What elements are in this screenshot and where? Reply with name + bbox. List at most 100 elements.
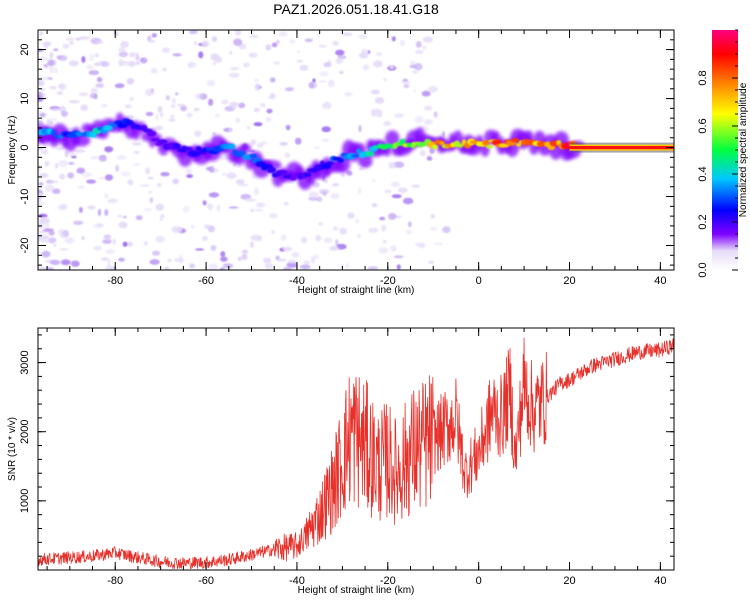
spectrogram-noise-blob <box>383 120 392 127</box>
spectrogram-noise-blob <box>288 259 297 264</box>
spectrogram-noise-blob <box>79 206 83 213</box>
spectrogram-noise-blob <box>46 118 51 126</box>
spectrogram-noise-blob <box>358 167 364 171</box>
snr-y-tick-label: 3000 <box>19 350 31 374</box>
spectrogram-noise-blob <box>403 84 410 89</box>
spectrogram-noise-blob <box>273 61 281 65</box>
spectrogram-noise-blob <box>229 50 233 55</box>
spectrogram-noise-blob <box>371 203 378 208</box>
spectrogram-noise-blob <box>256 142 264 148</box>
spectrogram-noise-blob <box>135 52 139 60</box>
spectrogram-noise-blob <box>430 214 435 219</box>
spectrogram-noise-blob <box>47 59 57 67</box>
snr-x-tick-label: 40 <box>654 575 666 587</box>
spectrogram-noise-blob <box>241 253 248 260</box>
spectrogram-noise-blob <box>64 237 75 244</box>
spectrogram-noise-blob <box>318 80 327 83</box>
spectrogram-noise-blob <box>101 257 109 261</box>
spectrogram-y-tick-label: -20 <box>19 238 31 254</box>
spectrogram-noise-blob <box>104 192 109 199</box>
spectrogram-noise-blob <box>104 209 109 216</box>
ridge-core <box>337 158 345 163</box>
spectrogram-noise-blob <box>339 227 347 235</box>
spectrogram-noise-blob <box>193 40 197 46</box>
spectrogram-noise-blob <box>378 247 389 254</box>
spectrogram-noise-blob <box>49 85 57 90</box>
spectrogram-noise-blob <box>161 47 171 53</box>
spectrogram-frame <box>37 29 675 271</box>
spectrogram-noise-blob <box>104 174 114 181</box>
snr-x-axis-title: Height of straight line (km) <box>298 585 415 596</box>
spectrogram-noise-blob <box>388 212 397 220</box>
spectrogram-noise-blob <box>329 245 339 251</box>
spectrogram-x-tick-label: 0 <box>476 275 482 287</box>
spectrogram-noise-blob <box>38 143 41 147</box>
spectrogram-noise-blob <box>209 165 215 173</box>
spectrogram-noise-blob <box>396 264 401 270</box>
spectrogram-noise-blob <box>118 47 127 53</box>
spectrogram-noise-blob <box>265 44 272 51</box>
spectrogram-noise-blob <box>415 49 424 55</box>
spectrogram-noise-blob <box>194 130 202 137</box>
ridge-core <box>356 148 362 154</box>
colorbar-label: Normalized spectral amplitude <box>738 82 749 217</box>
spectrogram-noise-blob <box>74 149 86 153</box>
spectrogram-noise-blob <box>216 204 220 212</box>
spectrogram-x-tick-label: -20 <box>380 275 396 287</box>
spectrogram-noise-blob <box>422 36 433 43</box>
spectrogram-noise-blob <box>44 184 55 192</box>
spectrogram-noise-blob <box>220 256 228 262</box>
spectrogram-noise-blob <box>176 103 186 107</box>
spectrogram-noise-blob <box>118 51 128 58</box>
spectrogram-noise-blob <box>157 106 163 113</box>
spectrogram-noise-blob <box>313 254 319 260</box>
spectrogram-noise-blob <box>105 264 113 270</box>
colorbar-axis: 0.0 0.2 0.4 0.6 0.8 <box>697 29 738 278</box>
spectrogram-noise-blob <box>105 248 115 255</box>
spectrogram-noise-blob <box>376 52 383 56</box>
spectrogram-noise-blob <box>282 246 293 252</box>
spectrogram-noise-blob <box>38 147 44 151</box>
spectrogram-noise-blob <box>301 236 307 244</box>
spectrogram-noise-blob <box>112 238 117 245</box>
spectrogram-noise-blob <box>56 147 64 151</box>
spectrogram-noise-blob <box>388 161 396 169</box>
spectrogram-noise-blob <box>89 53 94 62</box>
spectrogram-noise-blob <box>93 62 101 66</box>
spectrogram-noise-blob <box>47 180 59 184</box>
spectrogram-noise-blob <box>159 218 163 221</box>
spectrogram-noise-blob <box>208 192 220 198</box>
spectrogram-noise-blob <box>244 198 256 202</box>
spectrogram-noise-blob <box>107 198 118 204</box>
spectrogram-noise-blob <box>330 193 340 200</box>
spectrogram-noise-blob <box>60 233 65 238</box>
spectrogram-noise-blob <box>264 262 274 269</box>
spectrogram-noise-blob <box>291 252 300 258</box>
spectrogram-noise-blob <box>175 92 179 96</box>
spectrogram-noise-blob <box>64 150 69 158</box>
spectrogram-noise-blob <box>89 93 97 99</box>
spectrogram-noise-blob <box>125 115 135 119</box>
ridge-core <box>457 143 464 148</box>
spectrogram-noise-blob <box>202 200 207 206</box>
spectrogram-noise-blob <box>222 263 234 269</box>
spectrogram-noise-blob <box>93 223 103 229</box>
spectrogram-noise-blob <box>39 93 47 99</box>
spectrogram-noise-blob <box>413 62 423 71</box>
ridge-core <box>249 153 258 159</box>
spectrogram-noise-blob <box>70 260 80 267</box>
spectrogram-noise-blob <box>104 146 114 153</box>
spectrogram-noise-blob <box>342 32 353 37</box>
spectrogram-noise-blob <box>79 36 90 40</box>
spectrogram-noise-blob <box>127 179 134 186</box>
ridge-core <box>239 150 246 157</box>
spectrogram-noise-blob <box>68 60 79 67</box>
spectrogram-noise-blob <box>316 196 323 202</box>
spectrogram-y-tick-label: 10 <box>19 92 31 104</box>
spectrogram-noise-blob <box>186 112 193 118</box>
spectrogram-noise-blob <box>149 39 155 43</box>
spectrogram-noise-blob <box>147 176 154 180</box>
snr-x-tick-label: -80 <box>107 575 123 587</box>
spectrogram-noise-blob <box>381 224 387 232</box>
spectrogram-noise-blob <box>275 255 280 260</box>
